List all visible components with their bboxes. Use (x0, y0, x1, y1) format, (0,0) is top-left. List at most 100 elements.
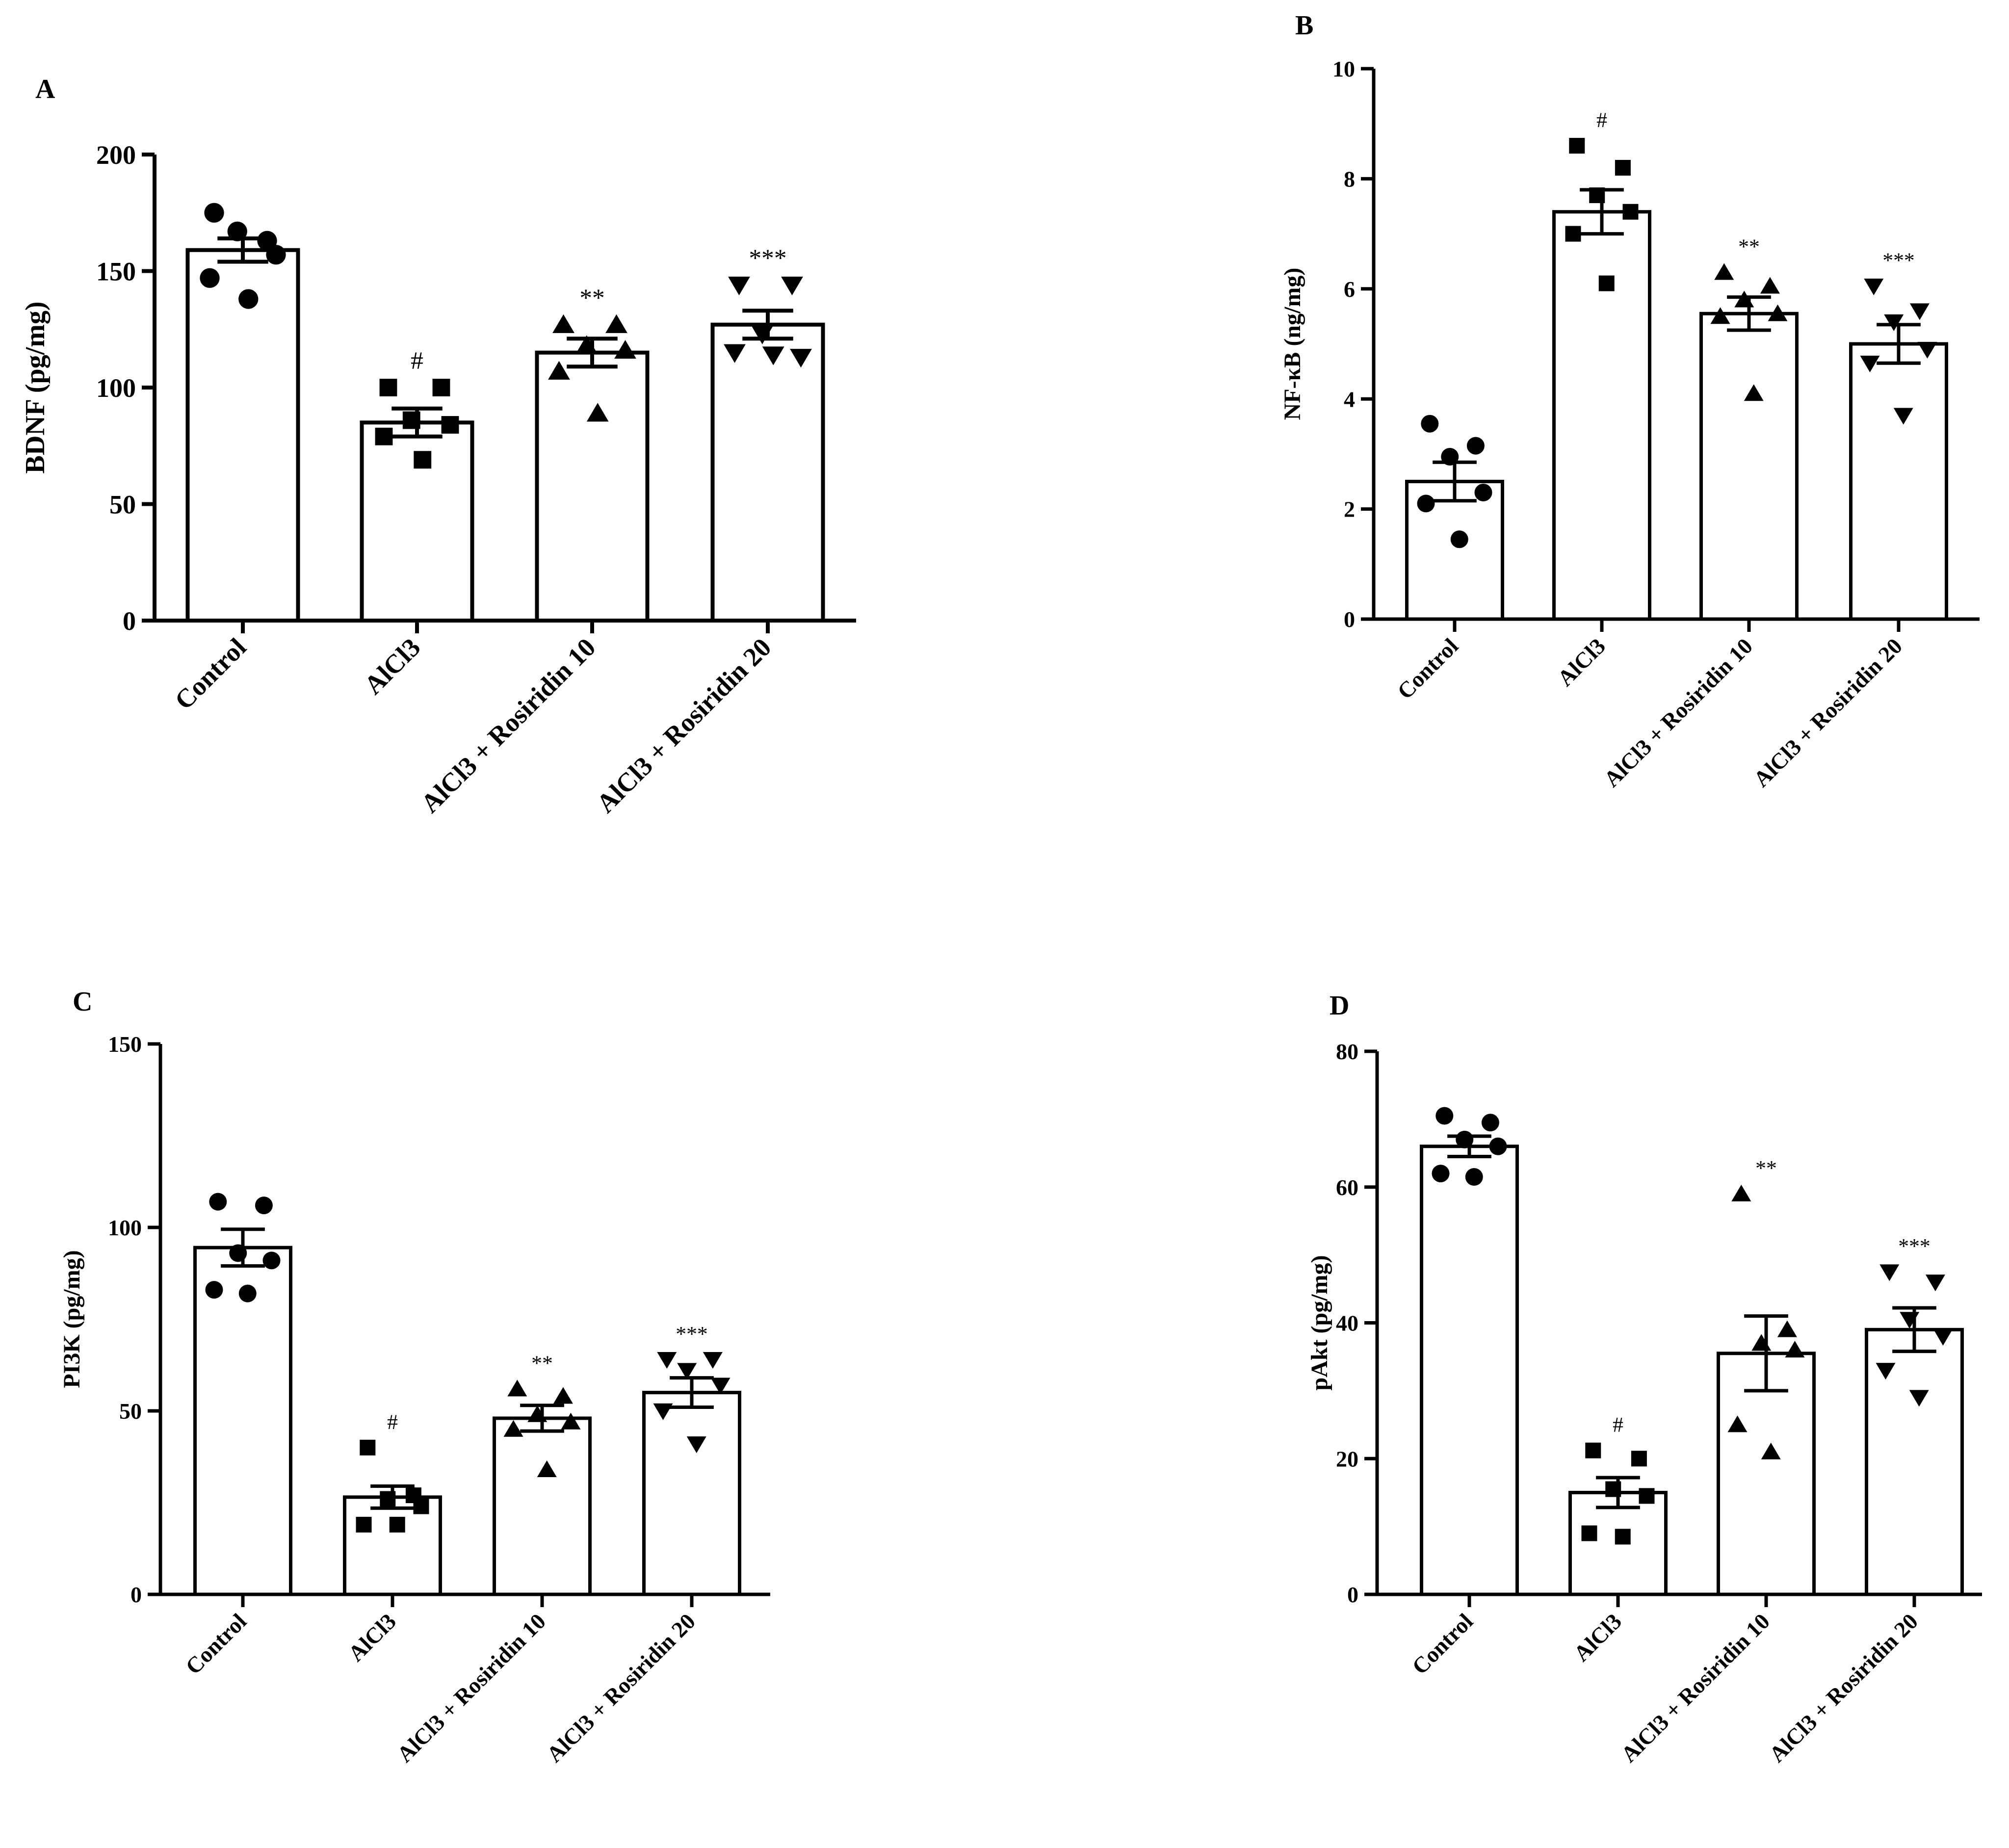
panel-b-data-point (1893, 408, 1913, 425)
panel-b-data-point (1569, 138, 1585, 154)
panel-a-data-point (605, 314, 627, 333)
panel-c-data-point (710, 1378, 731, 1395)
panel-a-bar (535, 350, 650, 623)
panel-d-y-axis-label: pAkt (pg/mg) (1306, 1255, 1332, 1390)
panel-c-data-point (262, 1251, 281, 1270)
panel-d-data-point (1465, 1168, 1483, 1186)
panel-b-data-point (1466, 437, 1485, 455)
panel-b-bar (1849, 342, 1948, 621)
panel-b-data-point (1744, 384, 1764, 401)
panel-d-data-point (1581, 1525, 1597, 1541)
panel-b-data-point (1622, 204, 1639, 220)
panel-a-bar (710, 322, 825, 623)
panel-c-bar (493, 1416, 592, 1596)
panel-a-y-tick-label: 150 (96, 257, 136, 286)
panel-d-data-point (1435, 1107, 1454, 1125)
panel-b-y-tick-label: 8 (1344, 167, 1355, 192)
panel-a-data-point (586, 403, 609, 422)
panel-b-y-tick-label: 2 (1344, 497, 1355, 522)
panel-d-y-tick-label: 60 (1336, 1175, 1358, 1200)
panel-b-data-point (1421, 415, 1439, 433)
panel-a-y-tick-label: 50 (109, 490, 136, 519)
panel-c-y-tick-label: 100 (108, 1215, 142, 1240)
panel-c-data-point (703, 1352, 723, 1369)
panel-b-y-tick-label: 6 (1344, 277, 1355, 302)
panel-d-data-point (1727, 1415, 1748, 1432)
panel-b-data-point (1760, 277, 1780, 294)
panel-d-bar (1420, 1145, 1519, 1596)
panel-c-data-point (677, 1363, 697, 1380)
panel-c-bar (642, 1391, 741, 1596)
panel-a-data-point (266, 245, 286, 265)
panel-d-data-point (1731, 1184, 1751, 1201)
panel-b-data-point (1450, 530, 1468, 548)
panel-a-data-point (441, 416, 459, 434)
panel-b-y-tick-label: 0 (1344, 607, 1355, 632)
panel-a-significance-label: *** (749, 244, 787, 272)
panel-c-significance-label: ** (531, 1352, 553, 1375)
panel-b-y-tick-label: 4 (1344, 387, 1355, 412)
panel-c-data-point (507, 1379, 527, 1397)
panel-b-data-point (1417, 495, 1435, 513)
panel-b-data-point (1598, 275, 1615, 291)
panel-c-data-point (205, 1281, 223, 1299)
panel-d-data-point (1481, 1114, 1499, 1132)
panel-a-data-point (375, 427, 393, 445)
panel-d-data-point (1615, 1529, 1631, 1545)
panel-a-data-point (724, 344, 746, 363)
panel-d-y-tick-label: 0 (1347, 1582, 1358, 1607)
panel-d-significance-label: ** (1755, 1157, 1777, 1180)
panel-c-data-point (389, 1516, 405, 1533)
panel-a-significance-label: ** (579, 284, 604, 312)
panel-a-data-point (762, 346, 784, 365)
panel-c-data-point (657, 1352, 677, 1369)
panel-a-y-axis-label: BDNF (pg/mg) (20, 301, 51, 473)
panel-d-data-point (1761, 1442, 1781, 1459)
panel-d-data-point (1933, 1328, 1953, 1346)
panel-c-data-point (360, 1439, 376, 1456)
panel-a-data-point (781, 276, 803, 295)
panel-b-significance-label: ** (1738, 235, 1760, 259)
panel-d-y-tick-label: 40 (1336, 1311, 1358, 1336)
panel-d-data-point (1909, 1390, 1929, 1407)
panel-d-data-point (1631, 1451, 1647, 1467)
panel-a-y-tick-label: 0 (123, 606, 136, 636)
panel-c-data-point (413, 1498, 429, 1514)
panel-d-data-point (1785, 1341, 1805, 1358)
panel-c-data-point (653, 1403, 673, 1420)
panel-c-data-point (561, 1412, 581, 1430)
panel-a-y-tick-label: 200 (96, 140, 136, 170)
panel-b-data-point (1615, 159, 1631, 176)
panel-letter-d: D (1330, 990, 1349, 1021)
panel-c-data-point (503, 1420, 523, 1437)
panel-b-significance-label: # (1596, 108, 1607, 132)
panel-c-data-point (255, 1197, 273, 1215)
panel-b-significance-label: *** (1882, 249, 1915, 272)
panel-c-data-point (209, 1193, 227, 1211)
panel-d-data-point (1639, 1488, 1655, 1504)
panel-d-data-point (1777, 1320, 1797, 1337)
panel-c-y-axis-label: PI3K (pg/mg) (59, 1250, 85, 1388)
panel-a-data-point (432, 379, 450, 396)
panel-d-data-point (1879, 1264, 1900, 1281)
panel-b-bar (1552, 210, 1651, 621)
panel-c-y-tick-label: 0 (130, 1582, 142, 1607)
panel-a-data-point (552, 314, 574, 333)
panel-a-data-point (238, 289, 259, 309)
panel-b-data-point (1474, 483, 1492, 501)
panel-b-data-point (1714, 263, 1734, 280)
panel-letter-c: C (73, 987, 92, 1017)
panel-b-data-point (1565, 226, 1581, 242)
panel-d-significance-label: *** (1898, 1235, 1931, 1258)
panel-a-y-tick-label: 100 (96, 373, 136, 403)
panel-c-significance-label: *** (676, 1322, 708, 1346)
panel-c-data-point (356, 1516, 372, 1533)
panel-c-data-point (686, 1436, 706, 1454)
panel-a-data-point (790, 349, 812, 368)
panel-d-significance-label: # (1613, 1413, 1623, 1437)
panel-c-data-point (238, 1284, 257, 1302)
panel-c-data-point (553, 1387, 573, 1404)
panel-d-y-tick-label: 80 (1336, 1039, 1358, 1064)
panel-b-y-tick-label: 10 (1332, 56, 1355, 81)
